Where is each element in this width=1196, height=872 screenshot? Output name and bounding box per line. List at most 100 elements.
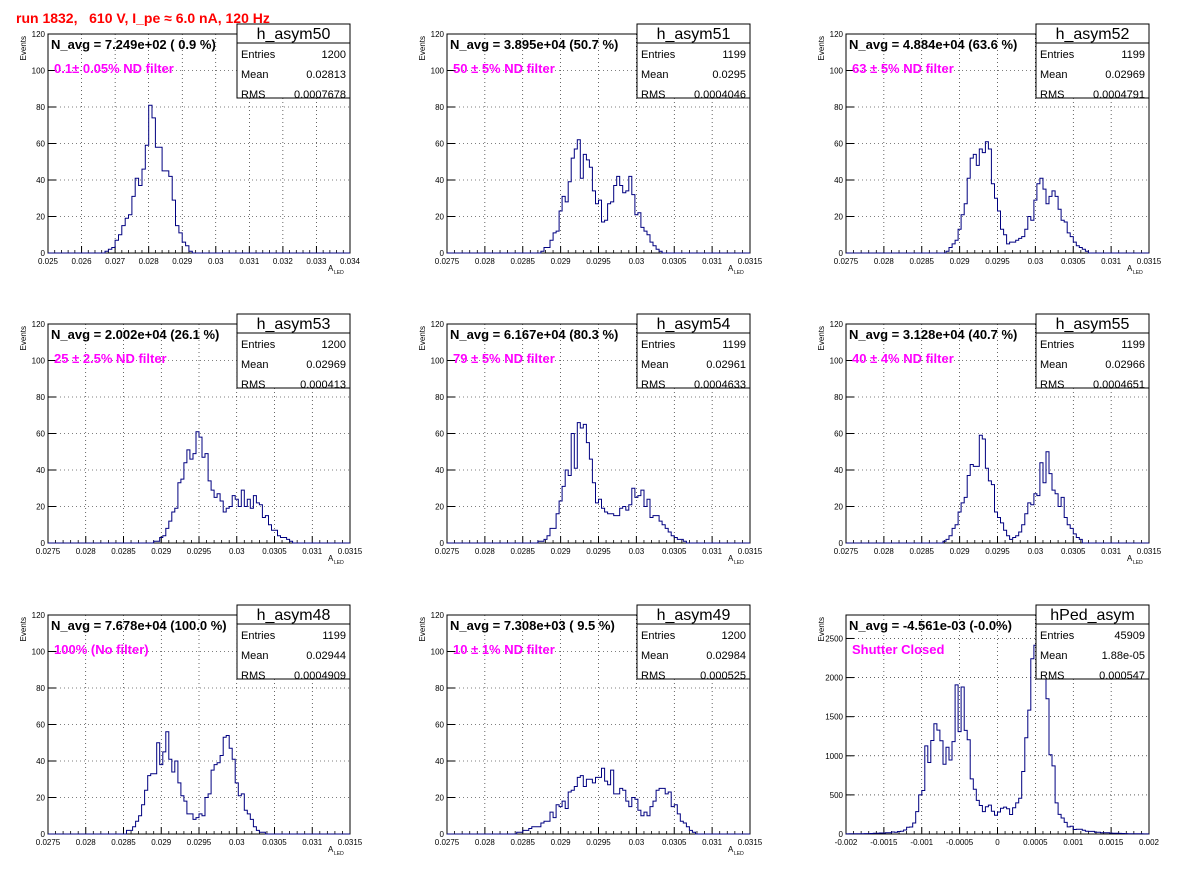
- y-tick-label: 120: [830, 30, 844, 39]
- stats-key: Entries: [641, 630, 676, 642]
- x-axis-label: A: [728, 554, 734, 563]
- x-tick-label: 0.0305: [662, 547, 687, 556]
- x-tick-label: 0.0295: [586, 838, 611, 847]
- y-tick-label: 40: [834, 176, 843, 185]
- x-tick-label: 0.0275: [36, 838, 61, 847]
- x-tick-label: 0.029: [950, 257, 971, 266]
- histogram-panel-h_asym54: 0.0275 0.028 0.0285 0.029 0.0295 0.03 0.0305 0.…: [418, 313, 763, 566]
- x-tick-label: 0.027: [105, 257, 126, 266]
- stats-key: RMS: [1040, 670, 1064, 682]
- x-tick-label: 0.0305: [662, 257, 687, 266]
- x-tick-label: 0.026: [72, 257, 93, 266]
- stats-value: 0.02966: [1105, 359, 1145, 371]
- stats-box: [636, 23, 751, 99]
- stats-value: 1200: [322, 339, 346, 351]
- stats-box: [236, 604, 351, 680]
- x-axis-label-sub: LED: [334, 560, 344, 566]
- x-tick-label: 0.028: [874, 547, 895, 556]
- y-tick-label: 100: [32, 357, 46, 366]
- x-axis-label-sub: LED: [734, 851, 744, 857]
- x-tick-label: -0.0015: [870, 838, 898, 847]
- n-avg-label: N_avg = 4.884e+04 (63.6 %): [849, 37, 1017, 52]
- y-tick-label: 0: [41, 830, 46, 839]
- x-tick-label: 0.03: [1028, 547, 1044, 556]
- stats-value: 0.02944: [306, 650, 346, 662]
- x-tick-label: 0.0285: [511, 838, 536, 847]
- x-axis-label: A: [728, 845, 734, 854]
- stats-title: h_asym51: [657, 26, 731, 43]
- x-tick-label: 0.034: [340, 257, 361, 266]
- x-tick-label: 0.029: [172, 257, 193, 266]
- x-tick-label: 0.0275: [834, 547, 859, 556]
- stats-key: RMS: [241, 670, 265, 682]
- stats-value: 0.0004909: [294, 670, 346, 682]
- y-tick-label: 80: [435, 684, 444, 693]
- y-tick-label: 0: [41, 249, 46, 258]
- x-tick-label: 0.028: [874, 257, 895, 266]
- x-tick-label: 0.0295: [187, 547, 212, 556]
- x-tick-label: 0.033: [306, 257, 327, 266]
- histogram-series: [447, 767, 750, 835]
- x-tick-label: 0.002: [1139, 838, 1160, 847]
- histogram-series: [48, 431, 350, 544]
- stats-value: 0.02961: [706, 359, 746, 371]
- x-axis-label-sub: LED: [334, 851, 344, 857]
- x-tick-label: 0.031: [302, 547, 323, 556]
- x-tick-label: 0.0015: [1099, 838, 1124, 847]
- y-tick-label: 40: [36, 757, 45, 766]
- histogram-panel-h_asym50: 0.025 0.026 0.027 0.028 0.029 0.03 0.031 0.032 0…: [19, 23, 361, 276]
- y-tick-label: 2000: [825, 674, 843, 683]
- y-tick-label: 0: [440, 539, 445, 548]
- stats-value: 0.0004651: [1093, 379, 1145, 391]
- histogram-series: [845, 614, 1149, 835]
- y-tick-label: 20: [36, 213, 45, 222]
- y-tick-label: 120: [431, 320, 445, 329]
- x-tick-label: 0.031: [1101, 547, 1122, 556]
- y-axis-label: Events: [19, 617, 28, 641]
- stats-value: 1.88e-05: [1102, 650, 1145, 662]
- x-tick-label: 0.029: [151, 838, 172, 847]
- stats-value: 1199: [1121, 339, 1145, 351]
- stats-value: 0.0004046: [694, 89, 746, 101]
- x-tick-label: 0.03: [229, 838, 245, 847]
- stats-key: Mean: [241, 359, 269, 371]
- x-tick-label: 0.031: [702, 257, 723, 266]
- histogram-panel-h_asym52: 0.0275 0.028 0.0285 0.029 0.0295 0.03 0.0305 0.…: [817, 23, 1162, 276]
- y-axis-label: Events: [817, 617, 826, 641]
- x-tick-label: 0.025: [38, 257, 59, 266]
- y-tick-label: 120: [32, 30, 46, 39]
- y-tick-label: 120: [830, 320, 844, 329]
- y-tick-label: 0: [839, 539, 844, 548]
- n-avg-label: N_avg = 7.308e+03 ( 9.5 %): [450, 618, 615, 633]
- filter-label: 79 ± 5% ND filter: [453, 351, 555, 366]
- x-tick-label: 0.0315: [738, 547, 763, 556]
- y-axis-label: Events: [418, 617, 427, 641]
- stats-value: 1199: [1121, 49, 1145, 61]
- y-tick-label: 0: [839, 249, 844, 258]
- y-tick-label: 100: [431, 67, 445, 76]
- y-tick-label: 60: [435, 430, 444, 439]
- x-tick-label: 0.0305: [1061, 257, 1086, 266]
- stats-key: Entries: [241, 630, 276, 642]
- filter-label: 25 ± 2.5% ND filter: [54, 351, 167, 366]
- stats-key: Mean: [241, 650, 269, 662]
- x-tick-label: 0.001: [1063, 838, 1084, 847]
- y-tick-label: 80: [36, 393, 45, 402]
- x-tick-label: 0.0285: [111, 547, 136, 556]
- stats-box: [236, 313, 351, 389]
- x-tick-label: 0.03: [629, 547, 645, 556]
- x-tick-label: 0.028: [475, 547, 496, 556]
- x-tick-label: 0.0295: [985, 547, 1010, 556]
- x-tick-label: -0.002: [835, 838, 858, 847]
- x-tick-label: 0.0305: [1061, 547, 1086, 556]
- histogram-series: [846, 434, 1149, 544]
- stats-key: Mean: [641, 650, 669, 662]
- y-tick-label: 80: [36, 103, 45, 112]
- histogram-series: [447, 422, 750, 544]
- y-tick-label: 20: [834, 213, 843, 222]
- x-tick-label: 0.031: [1101, 257, 1122, 266]
- stats-key: Mean: [641, 69, 669, 81]
- stats-key: RMS: [241, 379, 265, 391]
- x-axis-label-sub: LED: [334, 270, 344, 276]
- y-tick-label: 100: [32, 648, 46, 657]
